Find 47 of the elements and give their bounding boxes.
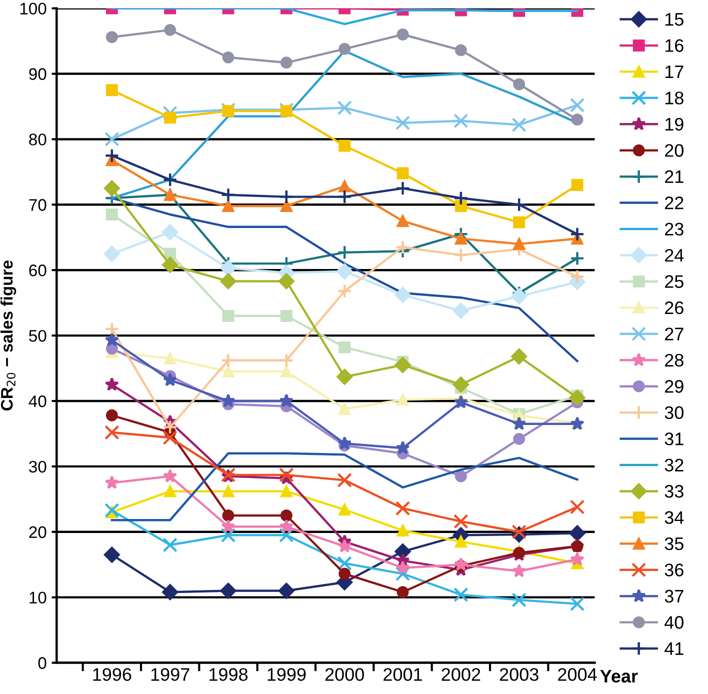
legend-label: 37 <box>664 590 684 603</box>
legend-label: 22 <box>665 196 684 210</box>
legend-label: 23 <box>665 222 684 236</box>
legend-label: 31 <box>664 432 684 446</box>
x-tick-label: 2001 <box>384 668 422 681</box>
y-tick-label: 60 <box>29 264 46 276</box>
x-tick-label: 1997 <box>151 668 190 681</box>
y-tick-label: 30 <box>29 460 46 473</box>
legend-label: 32 <box>664 458 684 472</box>
y-axis-title: CR$_{20}$ − sales figure <box>0 260 16 410</box>
legend-label: 28 <box>665 354 684 367</box>
legend-label: 40 <box>664 616 684 629</box>
x-tick-label: 2002 <box>442 668 480 681</box>
y-tick-label: 40 <box>28 395 46 408</box>
legend-label: 30 <box>664 406 684 420</box>
x-tick-label: 2003 <box>500 668 538 681</box>
y-tick-label: 20 <box>29 526 46 538</box>
legend-label: 15 <box>665 13 684 26</box>
legend-label: 27 <box>665 328 684 340</box>
legend-label: 41 <box>664 642 684 655</box>
y-tick-label: 80 <box>29 134 46 146</box>
y-tick-label: 70 <box>29 199 46 211</box>
x-axis-title: Year <box>600 670 638 683</box>
x-tick-label: 2004 <box>558 668 597 681</box>
legend-label: 20 <box>665 144 684 157</box>
x-tick-label: 2000 <box>325 668 364 681</box>
legend-label: 26 <box>665 301 684 314</box>
y-tick-label: 0 <box>38 657 46 669</box>
y-tick-label: 90 <box>29 68 46 80</box>
legend-label: 24 <box>665 248 684 262</box>
legend-label: 17 <box>665 66 684 78</box>
x-tick-label: 1996 <box>93 668 132 681</box>
x-tick-label: 1999 <box>268 668 306 681</box>
legend-label: 25 <box>665 275 684 288</box>
legend-label: 33 <box>664 484 684 498</box>
legend-label: 19 <box>665 118 684 131</box>
legend-label: 21 <box>665 170 684 183</box>
x-tick-label: 1998 <box>210 668 248 681</box>
legend-label: 36 <box>664 564 684 576</box>
legend-label: 29 <box>665 380 684 393</box>
y-tick-label: 10 <box>30 592 46 604</box>
legend-label: 18 <box>665 92 684 104</box>
y-tick-label: 100 <box>20 2 46 15</box>
legend-label: 34 <box>664 511 684 524</box>
y-tick-label: 50 <box>29 330 46 342</box>
legend-label: 35 <box>664 537 684 550</box>
legend-label: 16 <box>665 39 684 52</box>
